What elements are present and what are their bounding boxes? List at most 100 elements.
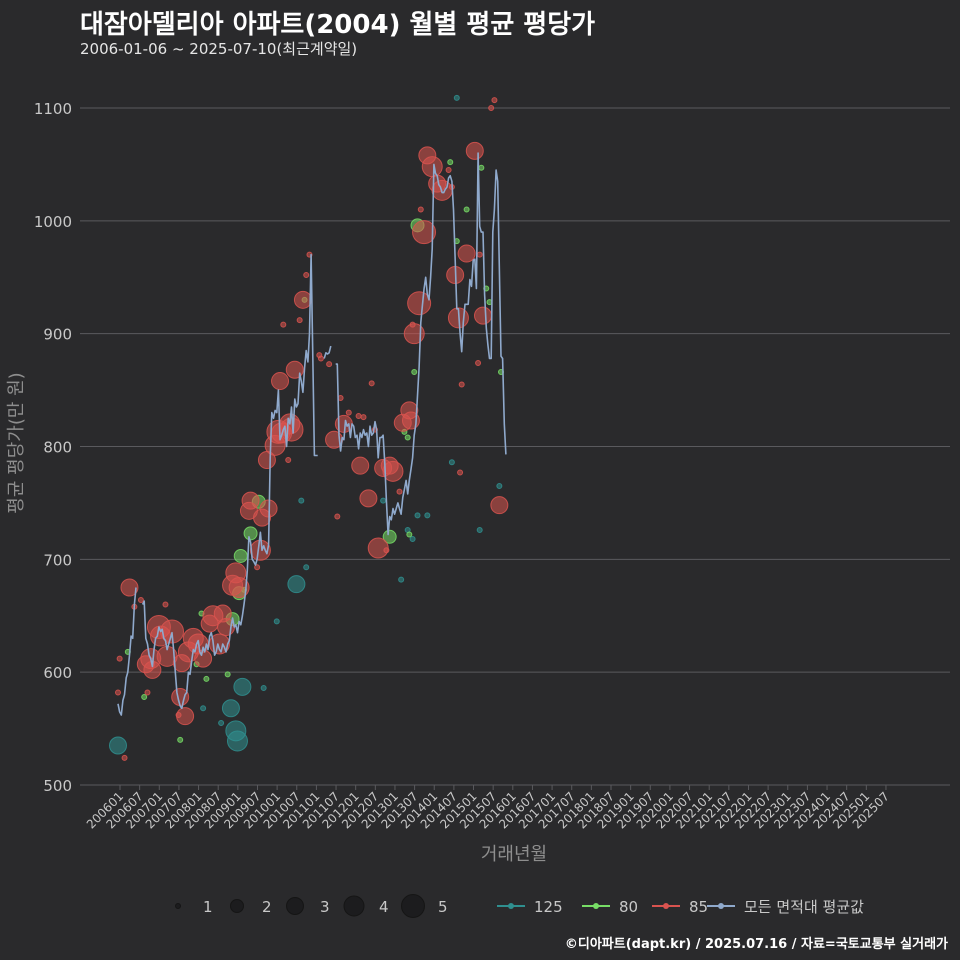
y-tick-label: 700	[43, 551, 72, 569]
data-point-85	[162, 601, 169, 608]
data-point-125	[260, 684, 267, 691]
data-point-125	[109, 736, 127, 755]
size-legend-label: 4	[379, 898, 389, 916]
data-point-80	[224, 671, 231, 678]
data-point-80	[382, 529, 397, 544]
data-point-85	[120, 578, 139, 597]
average-line-segment	[323, 345, 332, 359]
data-point-80	[463, 206, 470, 213]
data-point-85	[137, 596, 144, 603]
data-point-80	[411, 369, 418, 376]
source-caption: ©디아파트(dapt.kr) / 2025.07.16 / 자료=국토교통부 실…	[564, 937, 948, 952]
legend-series-label: 80	[619, 898, 638, 916]
data-point-85	[115, 689, 121, 696]
data-point-125	[298, 497, 305, 504]
data-point-125	[226, 730, 248, 752]
data-point-125	[287, 575, 306, 594]
data-point-125	[303, 564, 310, 571]
legend-swatch-dot	[593, 903, 599, 909]
y-tick-label: 1000	[34, 213, 72, 231]
legend-series-label: 85	[689, 898, 708, 916]
data-point-85	[360, 414, 367, 421]
data-point-125	[448, 459, 455, 466]
data-point-85	[228, 577, 250, 599]
average-line-segment	[117, 587, 137, 716]
data-point-80	[404, 434, 411, 441]
data-point-85	[271, 372, 290, 391]
data-point-85	[403, 323, 425, 345]
data-point-85	[359, 489, 378, 508]
data-point-125	[409, 536, 416, 543]
data-point-125	[424, 512, 431, 519]
data-point-85	[407, 291, 432, 316]
data-point-85	[445, 167, 452, 174]
size-legend-label: 3	[320, 898, 330, 916]
data-point-85	[491, 97, 498, 104]
data-point-125	[200, 705, 207, 712]
data-point-85	[412, 220, 437, 245]
data-point-85	[296, 317, 303, 324]
data-point-80	[406, 531, 413, 538]
average-line	[117, 152, 507, 716]
data-point-85	[368, 380, 375, 387]
scatter-points	[109, 94, 509, 761]
data-point-125	[496, 482, 503, 489]
x-axis-label: 거래년월	[481, 844, 547, 865]
data-point-80	[447, 159, 454, 166]
data-point-85	[280, 321, 287, 328]
data-point-85	[490, 496, 509, 515]
size-legend-dot	[175, 903, 181, 909]
average-line-segment	[141, 253, 318, 710]
legend-series-label: 모든 면적대 평균값	[744, 898, 864, 916]
data-point-125	[273, 618, 280, 625]
y-tick-label: 900	[43, 326, 72, 344]
data-point-80	[177, 736, 184, 743]
legend: 1 2 3 4 5 125 80 85 모든 면적대 평균값	[175, 894, 864, 918]
data-point-85	[345, 409, 352, 416]
data-point-85	[383, 547, 390, 554]
data-point-125	[380, 497, 387, 504]
data-point-85	[254, 564, 261, 571]
chart-title: 대잠아델리아 아파트(2004) 월별 평균 평당가	[80, 10, 596, 40]
data-point-85	[303, 271, 310, 278]
data-point-85	[334, 513, 341, 520]
data-point-85	[241, 491, 260, 510]
data-point-125	[453, 94, 460, 101]
data-point-85	[317, 355, 324, 362]
legend-series-label: 125	[534, 898, 563, 916]
data-point-80	[141, 693, 148, 700]
y-tick-label: 1100	[34, 100, 72, 118]
data-point-125	[398, 576, 405, 583]
y-tick-label: 500	[43, 777, 72, 795]
y-tick-label: 800	[43, 439, 72, 457]
data-point-80	[243, 526, 258, 541]
data-point-85	[285, 457, 292, 464]
size-legend-label: 2	[262, 898, 272, 916]
data-point-85	[457, 244, 476, 263]
data-point-85	[473, 306, 492, 325]
data-point-80	[478, 164, 485, 171]
data-point-125	[218, 719, 225, 726]
data-point-85	[116, 655, 123, 662]
size-legend-dot	[230, 899, 244, 913]
data-point-80	[233, 548, 248, 563]
data-point-85	[421, 156, 443, 178]
data-point-85	[144, 689, 151, 696]
size-legend-label: 1	[203, 898, 213, 916]
data-point-85	[355, 413, 362, 420]
data-point-85	[458, 381, 465, 388]
data-point-85	[457, 469, 464, 476]
data-point-85	[382, 460, 404, 482]
legend-swatch-dot	[663, 903, 669, 909]
data-point-85	[475, 360, 482, 367]
size-legend-dot	[343, 895, 365, 917]
data-point-80	[203, 675, 210, 682]
data-point-125	[414, 512, 421, 519]
data-point-85	[326, 361, 333, 368]
gridlines	[80, 107, 950, 786]
data-point-85	[476, 251, 483, 258]
data-point-85	[396, 488, 403, 495]
size-legend-dot	[401, 894, 425, 918]
